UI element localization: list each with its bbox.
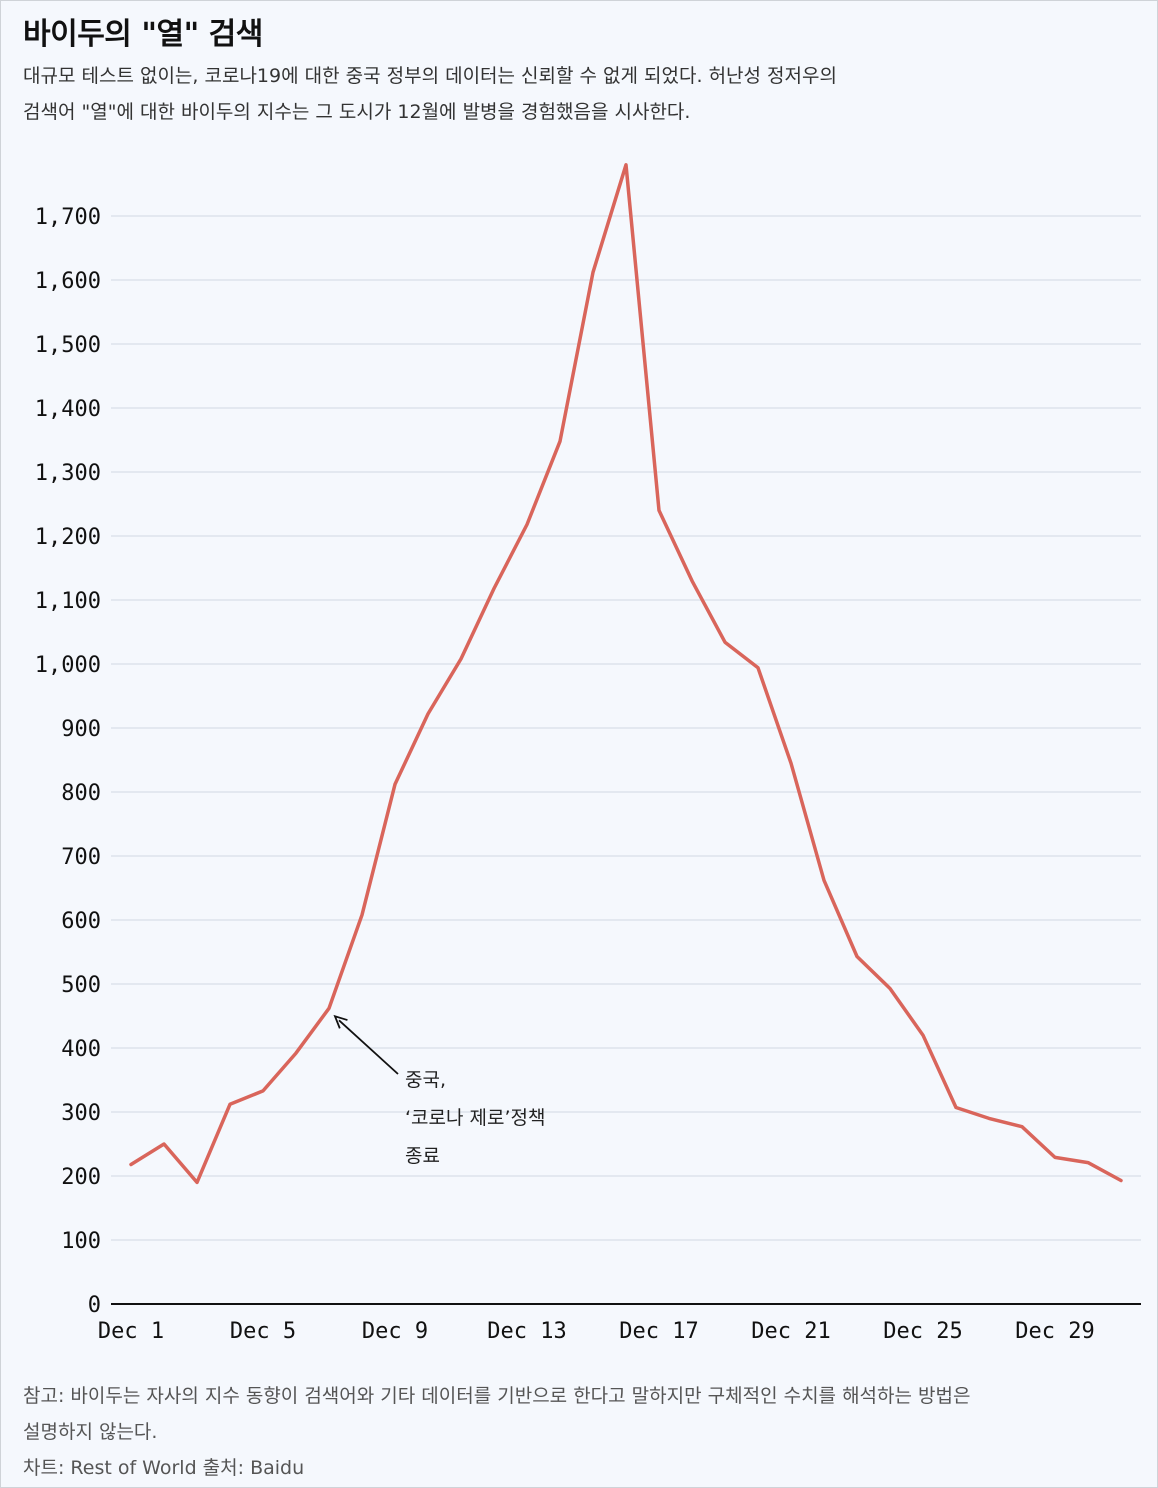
gridlines [111, 215, 1141, 1305]
y-tick-label-0: 0 [88, 1293, 101, 1318]
chart-title: 바이두의 "열" 검색 [23, 17, 263, 52]
chart-subtitle-line-2: 검색어 "열"에 대한 바이두의 지수는 그 도시가 12월에 발병을 경험했음… [23, 101, 691, 123]
x-tick-label-dec-1: Dec 1 [98, 1319, 164, 1344]
footnote-line-1: 참고: 바이두는 자사의 지수 동향이 검색어와 기타 데이터를 기반으로 한다… [23, 1385, 971, 1407]
footnote-line-2: 설명하지 않는다. [23, 1421, 158, 1443]
y-tick-label-300: 300 [61, 1101, 101, 1126]
source-credit: 차트: Rest of World 출처: Baidu [23, 1457, 305, 1479]
line-chart: 0 100 200 300 400 500 600 700 800 900 1,000 1,100 1,… [35, 163, 1141, 1344]
annotation-text-line-1: 중국, [405, 1069, 446, 1091]
x-tick-label-dec-29: Dec 29 [1015, 1319, 1094, 1344]
y-tick-label-600: 600 [61, 909, 101, 934]
x-tick-label-dec-5: Dec 5 [230, 1319, 296, 1344]
y-tick-label-400: 400 [61, 1037, 101, 1062]
y-axis-ticks: 0 100 200 300 400 500 600 700 800 900 1,000 1,100 1,… [35, 205, 101, 1318]
chart-subtitle-line-1: 대규모 테스트 없이는, 코로나19에 대한 중국 정부의 데이터는 신뢰할 수… [23, 65, 837, 87]
y-tick-label-1100: 1,100 [35, 589, 101, 614]
y-tick-label-800: 800 [61, 781, 101, 806]
x-axis-ticks: Dec 1 Dec 5 Dec 9 Dec 13 Dec 17 Dec 21 Dec 25 D… [98, 1319, 1095, 1344]
y-tick-label-200: 200 [61, 1165, 101, 1190]
y-tick-label-1600: 1,600 [35, 269, 101, 294]
y-tick-label-700: 700 [61, 845, 101, 870]
x-tick-label-dec-25: Dec 25 [883, 1319, 962, 1344]
y-tick-label-1500: 1,500 [35, 333, 101, 358]
y-tick-label-100: 100 [61, 1229, 101, 1254]
annotation-text-line-2: ‘코로나 제로’정책 [405, 1107, 545, 1129]
annotation-arrow-head [333, 1014, 348, 1029]
data-series [129, 163, 1123, 1185]
y-tick-label-1200: 1,200 [35, 525, 101, 550]
x-tick-label-dec-17: Dec 17 [619, 1319, 698, 1344]
x-tick-label-dec-9: Dec 9 [362, 1319, 428, 1344]
y-tick-label-1000: 1,000 [35, 653, 101, 678]
annotation-arrow-shaft [338, 1019, 399, 1075]
series-line [129, 163, 1123, 1185]
y-tick-label-1700: 1,700 [35, 205, 101, 230]
y-tick-label-500: 500 [61, 973, 101, 998]
x-tick-label-dec-21: Dec 21 [751, 1319, 830, 1344]
y-tick-label-1300: 1,300 [35, 461, 101, 486]
x-tick-label-dec-13: Dec 13 [487, 1319, 566, 1344]
y-tick-label-1400: 1,400 [35, 397, 101, 422]
annotation-text-line-3: 종료 [405, 1145, 440, 1167]
y-tick-label-900: 900 [61, 717, 101, 742]
